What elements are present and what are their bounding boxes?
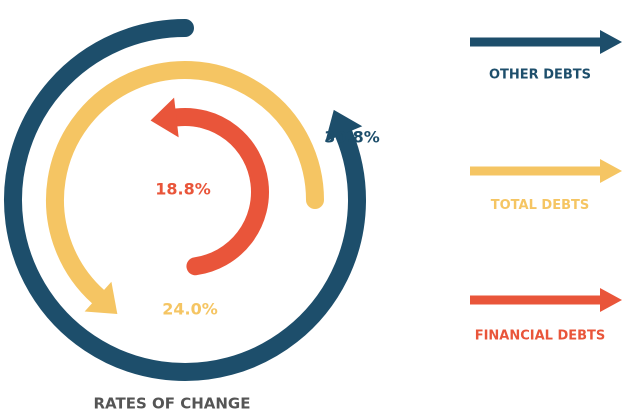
value-label: 24.0% xyxy=(162,300,218,319)
arrow-arc xyxy=(46,61,324,315)
arc xyxy=(4,19,366,381)
legend-arrow-head xyxy=(600,30,622,54)
legend-label: OTHER DEBTS xyxy=(489,68,591,83)
arc xyxy=(167,108,269,276)
legend-label: TOTAL DEBTS xyxy=(491,198,589,213)
arrow-arc xyxy=(4,19,366,381)
value-label: 18.8% xyxy=(155,180,211,199)
legend-label: FINANCIAL DEBTS xyxy=(475,329,606,344)
legend-arrow-head xyxy=(600,288,622,312)
value-label: 30.8% xyxy=(324,128,380,147)
arrow-head xyxy=(325,109,363,142)
arc xyxy=(46,61,324,306)
arrow-head xyxy=(84,281,118,315)
arrow-arc xyxy=(150,97,269,276)
arrow-head xyxy=(150,97,179,138)
legend-arrow-head xyxy=(600,159,622,183)
chart-title: RATES OF CHANGE xyxy=(93,395,250,412)
